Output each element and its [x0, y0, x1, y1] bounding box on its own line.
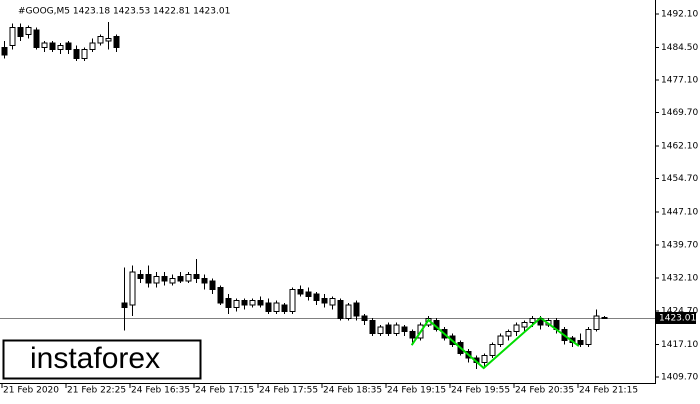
y-tick-label: 1432.10 — [661, 274, 698, 284]
price-label-box — [656, 312, 696, 325]
candle-body — [209, 280, 216, 291]
candle-body — [57, 44, 64, 51]
candle-body — [89, 42, 96, 51]
candle-body — [577, 339, 584, 346]
candle-body — [273, 302, 280, 313]
candle-body — [497, 335, 504, 346]
candle-body — [585, 328, 592, 346]
candle-body — [297, 289, 304, 295]
candle-body — [41, 42, 48, 49]
candle-body — [529, 317, 536, 324]
candle-body — [345, 304, 352, 319]
candle-body — [353, 302, 360, 317]
y-tick-label: 1424.70 — [661, 306, 698, 316]
candle-body — [225, 297, 232, 308]
candle-body — [313, 293, 320, 302]
candle-body — [337, 300, 344, 319]
candle-body — [73, 49, 80, 60]
candle-body — [169, 278, 176, 284]
candle-body — [25, 27, 32, 35]
x-tick-label: 24 Feb 17:15 — [195, 386, 254, 396]
candle-body — [241, 300, 248, 306]
y-tick-label: 1409.70 — [661, 372, 698, 382]
candle-body — [393, 324, 400, 335]
y-tick-label: 1447.10 — [661, 208, 698, 218]
candle-body — [65, 42, 72, 51]
candle-body — [81, 49, 88, 60]
y-tick-label: 1492.10 — [661, 10, 698, 20]
candle-body — [121, 302, 128, 308]
x-tick-label: 21 Feb 22:25 — [67, 386, 126, 396]
candle-body — [513, 324, 520, 332]
candle-body — [265, 302, 272, 313]
chart-title: #GOOG,M5 1423.18 1423.53 1422.81 1423.01 — [18, 7, 230, 17]
candle-body — [481, 355, 488, 363]
candle-body — [233, 300, 240, 308]
candle-body — [17, 27, 24, 38]
candle-body — [521, 322, 528, 328]
candle-body — [369, 319, 376, 335]
candle-body — [49, 42, 56, 51]
candle-body — [489, 344, 496, 357]
candle-body — [1, 47, 8, 56]
candle-body — [281, 304, 288, 313]
x-tick-label: 24 Feb 19:15 — [387, 386, 446, 396]
candle-body — [305, 291, 312, 297]
x-tick-label: 24 Feb 18:35 — [323, 386, 382, 396]
x-tick-label: 21 Feb 2020 — [3, 386, 59, 396]
candle-body — [409, 330, 416, 339]
y-tick-label: 1477.10 — [661, 76, 698, 86]
price-label: 1423.01 — [659, 314, 696, 324]
x-tick-label: 24 Feb 16:35 — [131, 386, 190, 396]
y-tick-label: 1439.70 — [661, 240, 698, 250]
candle-body — [33, 29, 40, 49]
candle-body — [97, 36, 104, 44]
candle-body — [9, 27, 16, 46]
candle-body — [249, 300, 256, 306]
candle-body — [161, 275, 168, 282]
candle-body — [201, 278, 208, 284]
candle-body — [185, 273, 192, 282]
candle-body — [129, 271, 136, 306]
x-tick-label: 24 Feb 19:55 — [451, 386, 510, 396]
candle-body — [153, 275, 160, 284]
candle-body — [505, 330, 512, 337]
pattern-line — [410, 316, 580, 370]
candle-body — [257, 300, 264, 306]
candle-body — [193, 273, 200, 280]
candle-body — [217, 286, 224, 304]
watermark: instaforex — [30, 342, 160, 375]
candle-body — [137, 273, 144, 280]
y-tick-label: 1484.50 — [661, 43, 698, 53]
x-tick-label: 24 Feb 17:55 — [259, 386, 318, 396]
candle-body — [113, 36, 120, 49]
x-tick-label: 24 Feb 21:15 — [579, 386, 638, 396]
y-tick-label: 1462.10 — [661, 142, 698, 152]
candle-body — [329, 297, 336, 306]
candle-body — [145, 273, 152, 284]
candle-body — [105, 38, 112, 42]
x-tick-label: 24 Feb 20:35 — [515, 386, 574, 396]
watermark-box — [2, 339, 202, 380]
candle-body — [385, 324, 392, 335]
y-tick-label: 1454.70 — [661, 174, 698, 184]
y-tick-label: 1469.70 — [661, 108, 698, 118]
candle-body — [401, 326, 408, 332]
y-tick-label: 1417.10 — [661, 340, 698, 350]
candle-body — [321, 297, 328, 304]
candle-body — [177, 275, 184, 282]
candle-body — [289, 289, 296, 313]
candle-body — [593, 315, 600, 330]
candle-body — [377, 326, 384, 335]
